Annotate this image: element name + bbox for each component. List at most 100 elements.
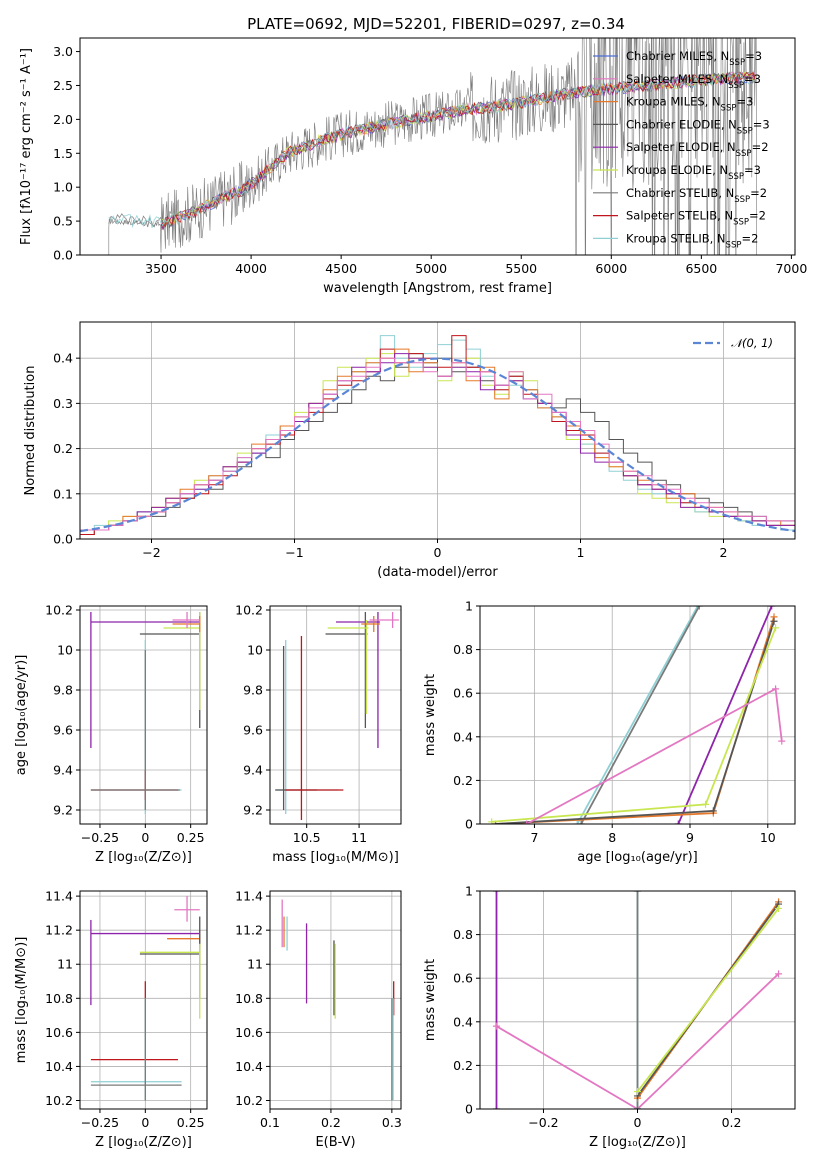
- weight-vs-metallicity-panel: −0.2 0 0.2 0 0.2 0.4 0.6 0.8 1 Z [log₁₀(Z/Z⊙)] mas…: [423, 884, 796, 1150]
- mass-vs-metallicity-panel: −0.25 0 0.25 10.2 10.4 10.6 10.8 11 11.2 11.4 Z [l…: [14, 889, 208, 1150]
- weight-series-line: [576, 606, 699, 824]
- axes-border: [79, 37, 796, 256]
- weight-marker: [492, 891, 500, 895]
- weight-marker: [573, 820, 581, 824]
- mass-vs-ebv-panel: 0.1 0.2 0.3 10.2 10.4 10.6 10.8 11 11.2 11.4 E(B-V…: [235, 889, 402, 1150]
- y-tick-label: 10.4: [235, 1059, 263, 1074]
- axes-frame: 3500 4000 4500 5000 5500 6000 6500 7000 0.0 0.5 1.…: [19, 37, 807, 296]
- axes-frame: 0.1 0.2 0.3 10.2 10.4 10.6 10.8 11 11.2 11.4 E(B-V…: [235, 889, 402, 1150]
- plot-area: [90, 896, 201, 1101]
- axes-border: [79, 890, 208, 1110]
- x-tick-label: 0.25: [177, 830, 205, 845]
- weight-marker: [634, 1088, 641, 1096]
- weight-marker: [488, 818, 496, 824]
- weight-marker: [492, 1105, 500, 1109]
- y-tick-label: 9.2: [53, 803, 73, 818]
- y-tick-label: 11: [247, 957, 263, 972]
- y-tick-label: 0.6: [453, 971, 473, 986]
- plot-area: [275, 612, 399, 820]
- y-tick-label: 1: [465, 884, 473, 899]
- model-spectrum-line: [108, 73, 756, 229]
- x-tick-label: 0.1: [260, 1115, 280, 1130]
- x-tick-label: 9: [686, 830, 694, 845]
- y-tick-label: 0: [465, 1102, 473, 1117]
- axes-frame: −2 −1 0 1 2 0.0 0.1 0.2 0.3 0.4 (data-model)/error…: [23, 321, 796, 580]
- x-tick-label: 0.2: [321, 1115, 341, 1130]
- axes-frame: 7 8 9 10 0 0.2 0.4 0.6 0.8 1 age [log₁₀(age/yr)] ma…: [423, 599, 796, 865]
- axes-border: [79, 605, 208, 825]
- histogram-series: [80, 357, 795, 539]
- weight-marker: [492, 1022, 500, 1030]
- spectrum-panel: 3500 4000 4500 5000 5500 6000 6500 7000 0.0 0.5 1.…: [19, 37, 807, 296]
- y-axis-label: mass weight: [423, 674, 438, 756]
- y-tick-label: 0.0: [53, 248, 73, 263]
- x-tick-label: 10: [760, 830, 776, 845]
- y-tick-label: 10.2: [45, 1093, 73, 1108]
- axes-border: [269, 890, 402, 1110]
- y-axis-label: mass [log₁₀(M/M⊙)]: [14, 937, 29, 1064]
- y-tick-label: 9.8: [53, 683, 73, 698]
- y-tick-label: 0.8: [453, 927, 473, 942]
- x-tick-label: 0: [141, 1115, 149, 1130]
- weight-marker: [775, 904, 783, 912]
- y-axis-label: mass weight: [423, 959, 438, 1041]
- x-tick-label: 6500: [685, 261, 717, 276]
- plot-area: [488, 606, 786, 824]
- y-tick-label: 11.4: [45, 889, 73, 904]
- y-tick-label: 11.4: [235, 889, 263, 904]
- y-tick-label: 0.3: [53, 396, 73, 411]
- plot-area: [90, 612, 201, 814]
- x-tick-label: 1: [577, 545, 585, 560]
- x-tick-label: 11: [351, 830, 367, 845]
- legend-entry: Kroupa MILES, NSSP=3: [626, 95, 753, 114]
- y-tick-label: 10.2: [235, 603, 263, 618]
- y-tick-label: 10.6: [235, 1025, 263, 1040]
- y-tick-label: 3.0: [53, 44, 73, 59]
- weight-marker: [709, 807, 717, 815]
- y-tick-label: 0.2: [453, 1058, 473, 1073]
- y-tick-label: 9.8: [243, 683, 263, 698]
- y-tick-label: 10.4: [45, 1059, 73, 1074]
- weight-series-line: [495, 621, 775, 824]
- x-tick-label: −0.25: [81, 1115, 119, 1130]
- normal-curve: [80, 357, 795, 533]
- x-tick-label: −1: [285, 545, 303, 560]
- weight-marker: [772, 685, 780, 693]
- x-tick-label: 0: [434, 545, 442, 560]
- x-axis-label: wavelength [Angstrom, rest frame]: [323, 281, 552, 296]
- x-axis-label: Z [log₁₀(Z/Z⊙)]: [95, 850, 192, 865]
- legend-entry: Kroupa ELODIE, NSSP=3: [626, 163, 761, 182]
- y-axis-label: age [log₁₀(age/yr)]: [14, 655, 29, 776]
- y-tick-label: 10: [57, 643, 73, 658]
- y-tick-label: 10.8: [45, 991, 73, 1006]
- x-tick-label: 2: [720, 545, 728, 560]
- observed-spectrum-line: [108, 38, 757, 255]
- y-tick-label: 2.0: [53, 112, 73, 127]
- model-spectrum-line: [160, 71, 756, 231]
- plot-area: [281, 899, 395, 1101]
- x-tick-label: 0.3: [382, 1115, 402, 1130]
- x-tick-label: 7: [530, 830, 538, 845]
- x-tick-label: −0.2: [528, 1115, 558, 1130]
- axes-frame: −0.2 0 0.2 0 0.2 0.4 0.6 0.8 1 Z [log₁₀(Z/Z⊙)] mas…: [423, 884, 796, 1150]
- y-tick-label: 9.2: [243, 803, 263, 818]
- plot-area: [492, 891, 783, 1109]
- axes-frame: −0.25 0 0.25 10.2 10.4 10.6 10.8 11 11.2 11.4 Z [l…: [14, 889, 208, 1150]
- weight-marker: [770, 617, 778, 625]
- y-tick-label: 0.4: [453, 1014, 473, 1029]
- y-tick-label: 9.6: [243, 723, 263, 738]
- y-tick-label: 1: [465, 599, 473, 614]
- x-axis-label: (data-model)/error: [377, 565, 498, 580]
- x-axis-label: Z [log₁₀(Z/Z⊙)]: [589, 1135, 686, 1150]
- axes-border: [479, 605, 796, 825]
- y-tick-label: 10: [247, 643, 263, 658]
- x-tick-label: 6000: [595, 261, 627, 276]
- y-tick-label: 0: [465, 817, 473, 832]
- weight-marker: [702, 800, 710, 808]
- y-tick-label: 0.2: [53, 441, 73, 456]
- y-tick-label: 2.5: [53, 78, 73, 93]
- x-tick-label: −2: [142, 545, 160, 560]
- weight-marker: [778, 737, 786, 745]
